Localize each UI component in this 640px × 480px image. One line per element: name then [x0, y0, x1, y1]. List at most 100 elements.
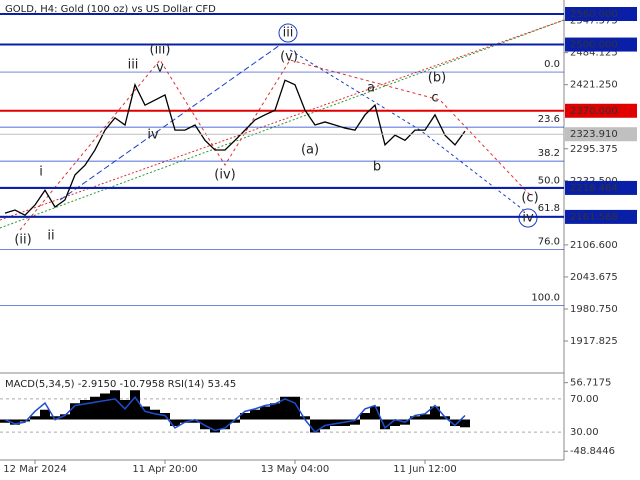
wave-label: iii — [283, 26, 294, 41]
macd-bar — [240, 413, 250, 420]
macd-bar — [80, 400, 90, 420]
y-tick-label: 2043.675 — [570, 272, 618, 283]
macd-bar — [210, 419, 220, 433]
fib-label: 38.2 — [538, 148, 560, 159]
level-box — [565, 37, 637, 52]
macd-bar — [40, 409, 50, 420]
macd-bar — [170, 419, 180, 426]
level-box — [565, 209, 637, 224]
wave-label: ii — [47, 229, 54, 244]
level-box — [565, 103, 637, 118]
fib-label: 23.6 — [538, 114, 560, 125]
wave-label: (a) — [301, 143, 319, 158]
y-tick-label: -48.8446 — [570, 446, 615, 457]
y-tick-label: 30.00 — [570, 427, 599, 438]
wave-label: b — [373, 160, 381, 175]
macd-bar — [70, 403, 80, 420]
level-label: 2370.000 — [570, 106, 618, 117]
x-tick-label: 12 Mar 2024 — [3, 464, 66, 475]
wave-label: (b) — [428, 71, 446, 86]
chart-title: GOLD, H4: Gold (100 oz) vs US Dollar CFD — [5, 4, 216, 15]
macd-bar — [180, 419, 190, 423]
macd-bar — [410, 416, 420, 420]
wave-label: i — [39, 165, 43, 180]
macd-bar — [280, 396, 290, 420]
macd-bar — [200, 419, 210, 430]
level-label: 2218.464 — [570, 183, 618, 194]
fib-label: 50.0 — [538, 176, 560, 187]
macd-bar — [250, 409, 260, 420]
macd-bar — [330, 419, 340, 426]
macd-bar — [150, 409, 160, 420]
macd-bar — [0, 419, 10, 423]
level-label: 2560.000 — [570, 9, 618, 20]
macd-bar — [230, 419, 240, 423]
macd-bar — [430, 406, 440, 420]
level-box — [565, 180, 637, 195]
macd-bar — [60, 414, 70, 420]
macd-bar — [300, 416, 310, 420]
macd-bar — [140, 406, 150, 420]
macd-bar — [10, 419, 20, 425]
current-price-box — [565, 127, 637, 142]
wave-circle — [278, 23, 298, 43]
y-tick-label: 70.00 — [570, 394, 599, 405]
macd-bar — [260, 406, 270, 420]
x-tick-label: 11 Apr 20:00 — [132, 464, 197, 475]
wave-label: v — [156, 61, 164, 76]
macd-bar — [360, 413, 370, 420]
macd-bar — [50, 416, 60, 420]
macd-bar — [190, 419, 200, 423]
level-box — [565, 7, 637, 22]
wave-label: (c) — [521, 191, 538, 206]
macd-bar — [380, 419, 390, 430]
wave-label: iii — [128, 58, 139, 73]
indicator-title: MACD(5,34,5) -2.9150 -10.7958 RSI(14) 53… — [5, 379, 236, 390]
wave-label: (ii) — [14, 233, 31, 248]
macd-bar — [110, 390, 120, 420]
macd-bar — [350, 419, 360, 425]
x-tick-label: 13 May 04:00 — [261, 464, 330, 475]
wave-circle — [518, 208, 538, 228]
x-tick-label: 11 Jun 12:00 — [393, 464, 457, 475]
macd-bar — [220, 419, 230, 430]
macd-bar — [320, 419, 330, 430]
y-tick-label: 2295.375 — [570, 144, 618, 155]
level-label: 2161.568 — [570, 212, 618, 223]
wave-label: (iv) — [214, 168, 235, 183]
wave-label: (iii) — [150, 43, 171, 58]
fib-label: 61.8 — [538, 203, 560, 214]
macd-bar — [270, 403, 280, 420]
current-price-label: 2323.910 — [570, 129, 618, 140]
y-tick-label: 1917.825 — [570, 336, 618, 347]
macd-bar — [460, 419, 470, 428]
wave-path — [19, 59, 531, 231]
fib-label: 0.0 — [544, 59, 560, 70]
macd-bar — [20, 419, 30, 422]
macd-bar — [30, 416, 40, 420]
macd-bar — [310, 419, 320, 433]
y-tick-label: 2484.125 — [570, 48, 618, 59]
macd-bar — [450, 419, 460, 426]
fib-label: 76.0 — [538, 236, 560, 247]
price-line — [4, 79, 466, 216]
wave-label: iv — [522, 211, 534, 226]
fib-label: 100.0 — [531, 292, 560, 303]
macd-bar — [390, 419, 400, 426]
macd-bar — [290, 396, 300, 420]
macd-bar — [130, 390, 140, 420]
wave-label: iv — [147, 128, 159, 143]
macd-bar — [90, 396, 100, 420]
y-tick-label: 2106.600 — [570, 240, 618, 251]
y-tick-label: 56.7175 — [570, 378, 611, 389]
y-tick-label: 2421.250 — [570, 80, 618, 91]
rsi-line — [4, 396, 466, 434]
wave-label: c — [431, 91, 438, 106]
trend-line — [0, 19, 565, 229]
wave-label: (v) — [280, 50, 298, 65]
wave-label: a — [367, 81, 375, 96]
macd-bar — [420, 414, 430, 420]
level-label: 2500.000 — [570, 40, 618, 51]
y-tick-label: 1980.750 — [570, 304, 618, 315]
